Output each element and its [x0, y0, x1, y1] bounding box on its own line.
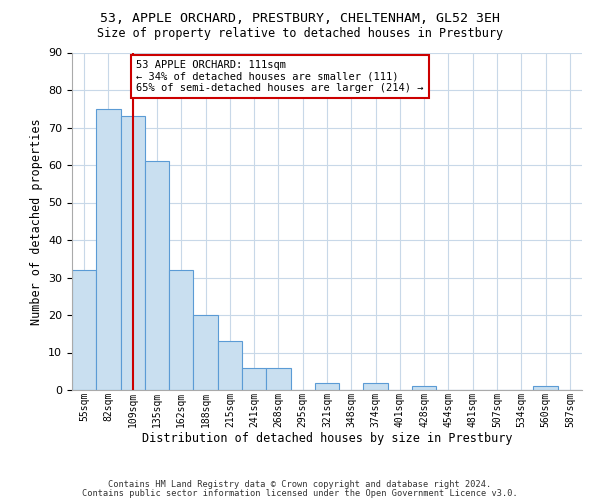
Bar [72, 270, 96, 390]
Bar [145, 161, 169, 390]
Bar [193, 315, 218, 390]
Y-axis label: Number of detached properties: Number of detached properties [29, 118, 43, 324]
Bar [315, 382, 339, 390]
Bar [169, 270, 193, 390]
Bar [242, 368, 266, 390]
Bar [96, 109, 121, 390]
Text: 53, APPLE ORCHARD, PRESTBURY, CHELTENHAM, GL52 3EH: 53, APPLE ORCHARD, PRESTBURY, CHELTENHAM… [100, 12, 500, 26]
Bar [266, 368, 290, 390]
Text: Contains public sector information licensed under the Open Government Licence v3: Contains public sector information licen… [82, 488, 518, 498]
Bar [121, 116, 145, 390]
Bar [533, 386, 558, 390]
Text: 53 APPLE ORCHARD: 111sqm
← 34% of detached houses are smaller (111)
65% of semi-: 53 APPLE ORCHARD: 111sqm ← 34% of detach… [136, 60, 424, 93]
Bar [218, 341, 242, 390]
Text: Contains HM Land Registry data © Crown copyright and database right 2024.: Contains HM Land Registry data © Crown c… [109, 480, 491, 489]
Bar [412, 386, 436, 390]
Bar [364, 382, 388, 390]
Text: Size of property relative to detached houses in Prestbury: Size of property relative to detached ho… [97, 28, 503, 40]
X-axis label: Distribution of detached houses by size in Prestbury: Distribution of detached houses by size … [142, 432, 512, 445]
